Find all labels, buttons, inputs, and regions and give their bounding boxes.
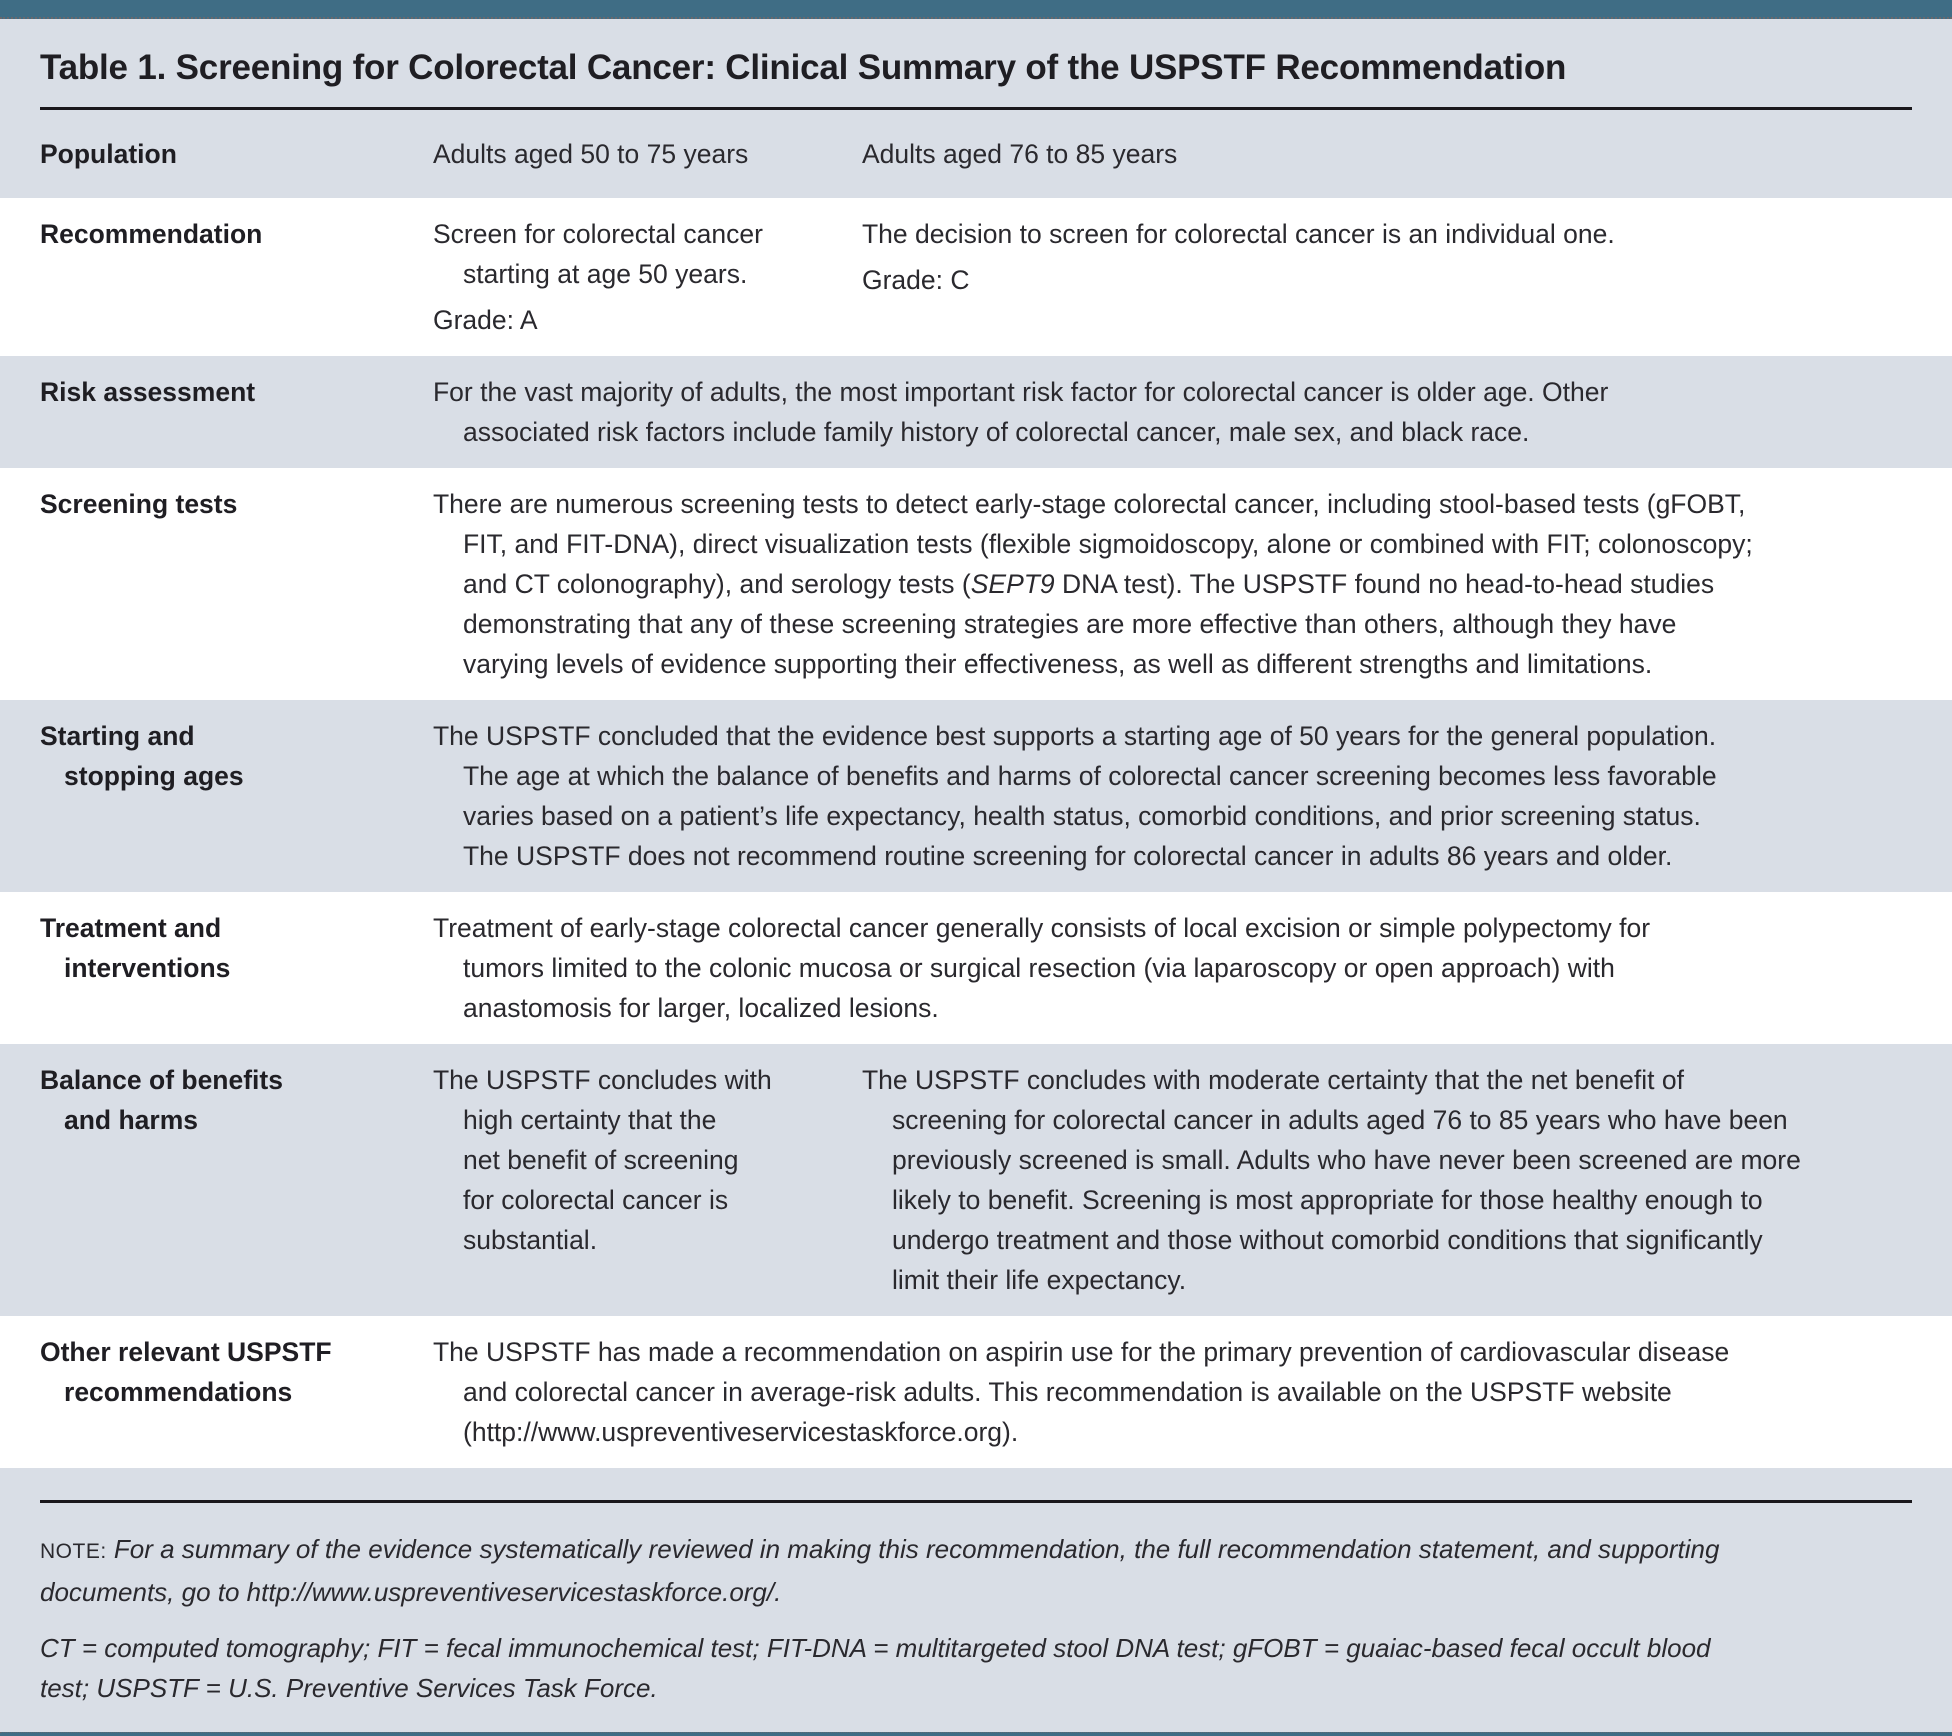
recommendation-50-75-cell: Screen for colorectal cancer starting at… — [433, 214, 862, 340]
row-balance-benefits-harms: Balance of benefits and harms The USPSTF… — [0, 1044, 1952, 1316]
recommendation-grade-a: Grade: A — [433, 305, 538, 335]
row-treatment-interventions: Treatment and interventions Treatment of… — [0, 892, 1952, 1044]
row-other-uspstf-recommendations: Other relevant USPSTF recommendations Th… — [0, 1316, 1952, 1468]
population-age-group-2: Adults aged 76 to 85 years — [862, 139, 1178, 169]
row-label-balance-benefits-harms: Balance of benefits and harms — [40, 1065, 283, 1135]
row-label-starting-stopping-ages: Starting and stopping ages — [40, 721, 244, 791]
row-label-treatment-interventions: Treatment and interventions — [40, 913, 231, 983]
row-label-population: Population — [40, 139, 177, 169]
footnote-note-text: For a summary of the evidence systematic… — [40, 1534, 1720, 1607]
row-label-risk-assessment: Risk assessment — [40, 377, 256, 407]
balance-76-85-text: The USPSTF concludes with moderate certa… — [862, 1065, 1801, 1295]
table-header: Table 1. Screening for Colorectal Cancer… — [0, 19, 1952, 198]
row-risk-assessment: Risk assessment For the vast majority of… — [0, 356, 1952, 468]
balance-50-75-text: The USPSTF concludes with high certainty… — [433, 1065, 772, 1255]
recommendation-76-85-cell: The decision to screen for colorectal ca… — [862, 214, 1912, 340]
screening-tests-text-after: DNA test). The USPSTF found no head-to-h… — [463, 569, 1715, 679]
footnote-rule — [40, 1500, 1912, 1503]
footnote-abbreviations: CT = computed tomography; FIT = fecal im… — [40, 1633, 1711, 1703]
bottom-accent-bar — [0, 1732, 1952, 1736]
population-age-group-1: Adults aged 50 to 75 years — [433, 139, 749, 169]
table-footnote-area: NOTE: For a summary of the evidence syst… — [0, 1468, 1952, 1732]
other-uspstf-recommendations-text: The USPSTF has made a recommendation on … — [433, 1337, 1730, 1447]
screening-tests-text-before: There are numerous screening tests to de… — [433, 489, 1753, 599]
risk-assessment-text: For the vast majority of adults, the mos… — [433, 377, 1609, 447]
screening-tests-text: There are numerous screening tests to de… — [433, 484, 1912, 684]
row-starting-stopping-ages: Starting and stopping ages The USPSTF co… — [0, 700, 1952, 892]
recommendation-76-85-text: The decision to screen for colorectal ca… — [862, 219, 1615, 249]
row-population: Population Adults aged 50 to 75 years Ad… — [40, 110, 1912, 176]
row-screening-tests: Screening tests There are numerous scree… — [0, 468, 1952, 700]
row-label-other-uspstf-recommendations: Other relevant USPSTF recommendations — [40, 1337, 332, 1407]
screening-tests-gene-name: SEPT9 — [970, 569, 1055, 599]
row-recommendation: Recommendation Screen for colorectal can… — [0, 198, 1952, 356]
row-label-screening-tests: Screening tests — [40, 489, 238, 519]
footnote-note: NOTE: For a summary of the evidence syst… — [40, 1529, 1912, 1612]
footnote-note-label: NOTE: — [40, 1540, 107, 1563]
table-title: Table 1. Screening for Colorectal Cancer… — [40, 48, 1567, 87]
starting-stopping-ages-text: The USPSTF concluded that the evidence b… — [433, 721, 1717, 871]
header-rule — [40, 107, 1912, 110]
top-accent-bar — [0, 0, 1952, 19]
recommendation-50-75-text: Screen for colorectal cancer starting at… — [433, 219, 763, 289]
recommendation-grade-c: Grade: C — [862, 265, 970, 295]
treatment-interventions-text: Treatment of early-stage colorectal canc… — [433, 913, 1651, 1023]
row-label-recommendation: Recommendation — [40, 219, 263, 249]
